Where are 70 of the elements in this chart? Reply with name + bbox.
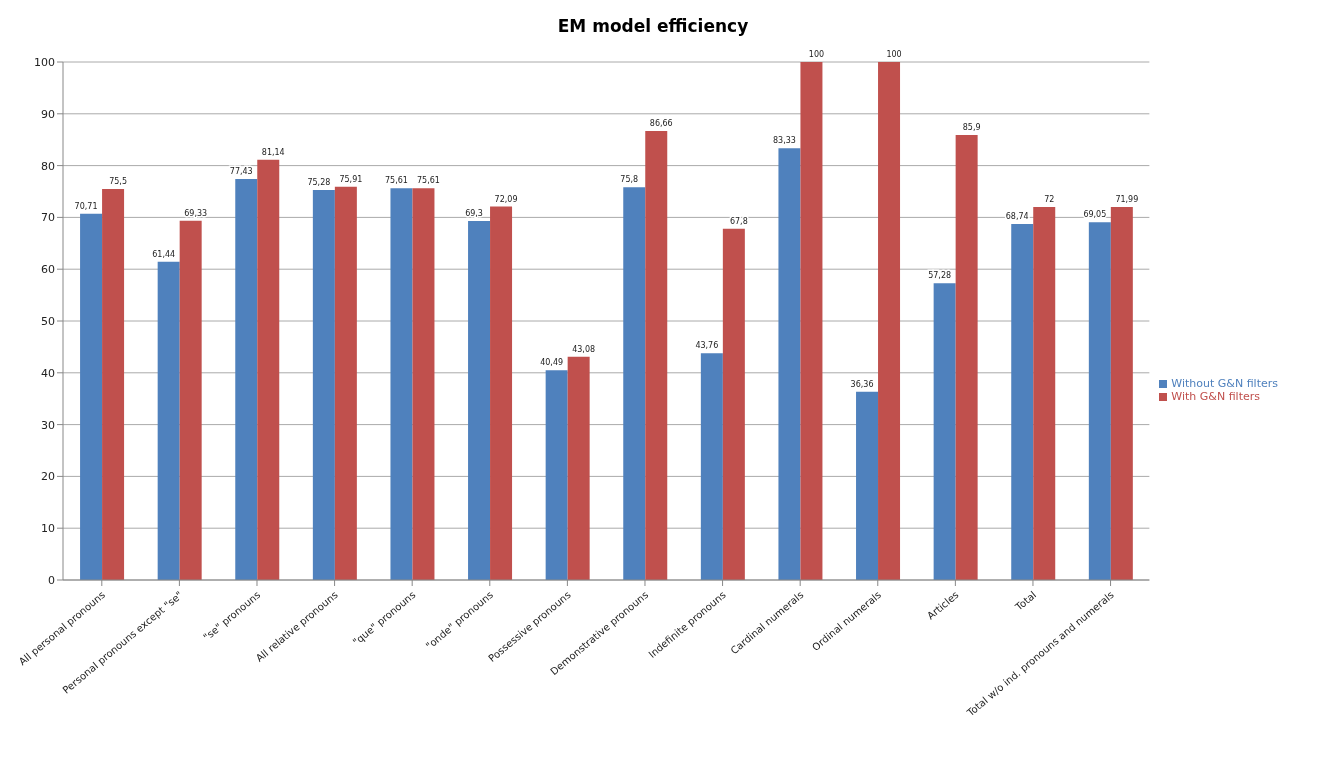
data-label: 75,28 [307,178,331,188]
data-label: 72 [1044,195,1055,205]
data-label: 68,74 [1005,211,1029,221]
bar [800,62,823,580]
bar [179,220,202,580]
y-tick-label: 100 [34,55,55,69]
bar [468,221,491,580]
bar [235,178,258,580]
bar [722,228,745,580]
y-tick-label: 40 [41,366,55,380]
data-label: 75,61 [417,176,440,186]
y-tick-label: 60 [41,263,55,277]
bar [312,190,335,580]
bar [257,159,280,580]
y-tick-label: 80 [41,159,55,173]
bar [490,206,513,580]
data-label: 85,9 [962,123,981,133]
bar [955,135,978,580]
data-label: 71,99 [1115,195,1139,205]
bar [390,188,413,580]
bar [567,356,590,580]
bar [1088,222,1111,580]
bar [1033,207,1056,580]
data-label: 61,44 [152,249,176,259]
bar [645,131,668,580]
data-label: 69,33 [184,208,208,218]
y-tick-label: 10 [41,522,55,536]
bar [334,186,357,580]
bar [80,213,103,580]
y-tick-label: 50 [41,314,55,328]
bar [700,353,723,580]
data-label: 100 [886,50,902,59]
bar [102,188,125,580]
data-label: 100 [808,50,825,59]
bar [778,148,801,580]
data-label: 69,05 [1083,210,1107,220]
bar [545,370,568,580]
bar [1110,207,1133,580]
data-label: 70,71 [74,201,98,211]
bar [157,261,180,580]
data-label: 83,33 [772,136,796,146]
y-tick-label: 90 [41,107,55,121]
data-label: 67,8 [729,216,748,226]
legend-label: Without G&N filters [1171,377,1278,390]
bar [856,391,879,580]
data-label: 40,49 [540,358,564,368]
data-label: 81,14 [261,147,285,157]
data-label: 43,76 [695,341,719,351]
data-label: 75,5 [109,176,127,186]
bar [1011,223,1034,580]
y-tick-label: 20 [41,470,55,484]
data-label: 72,09 [494,194,518,204]
data-label: 86,66 [649,119,673,129]
bar [933,283,956,580]
legend-label: With G&N filters [1171,390,1260,403]
data-label: 57,28 [928,271,952,281]
data-label: 75,8 [620,175,639,185]
bar [878,62,901,580]
data-label: 75,91 [339,174,363,184]
y-tick-label: 70 [41,211,55,225]
data-label: 43,08 [572,344,596,354]
data-label: 75,61 [385,176,408,186]
data-label: 36,36 [850,379,874,389]
bar [623,187,646,580]
data-label: 77,43 [229,166,253,176]
y-tick-label: 0 [48,573,55,587]
y-tick-label: 30 [41,418,55,432]
bar [412,188,435,580]
chart-title: EM model efficiency [556,15,750,38]
data-label: 69,3 [465,209,483,219]
